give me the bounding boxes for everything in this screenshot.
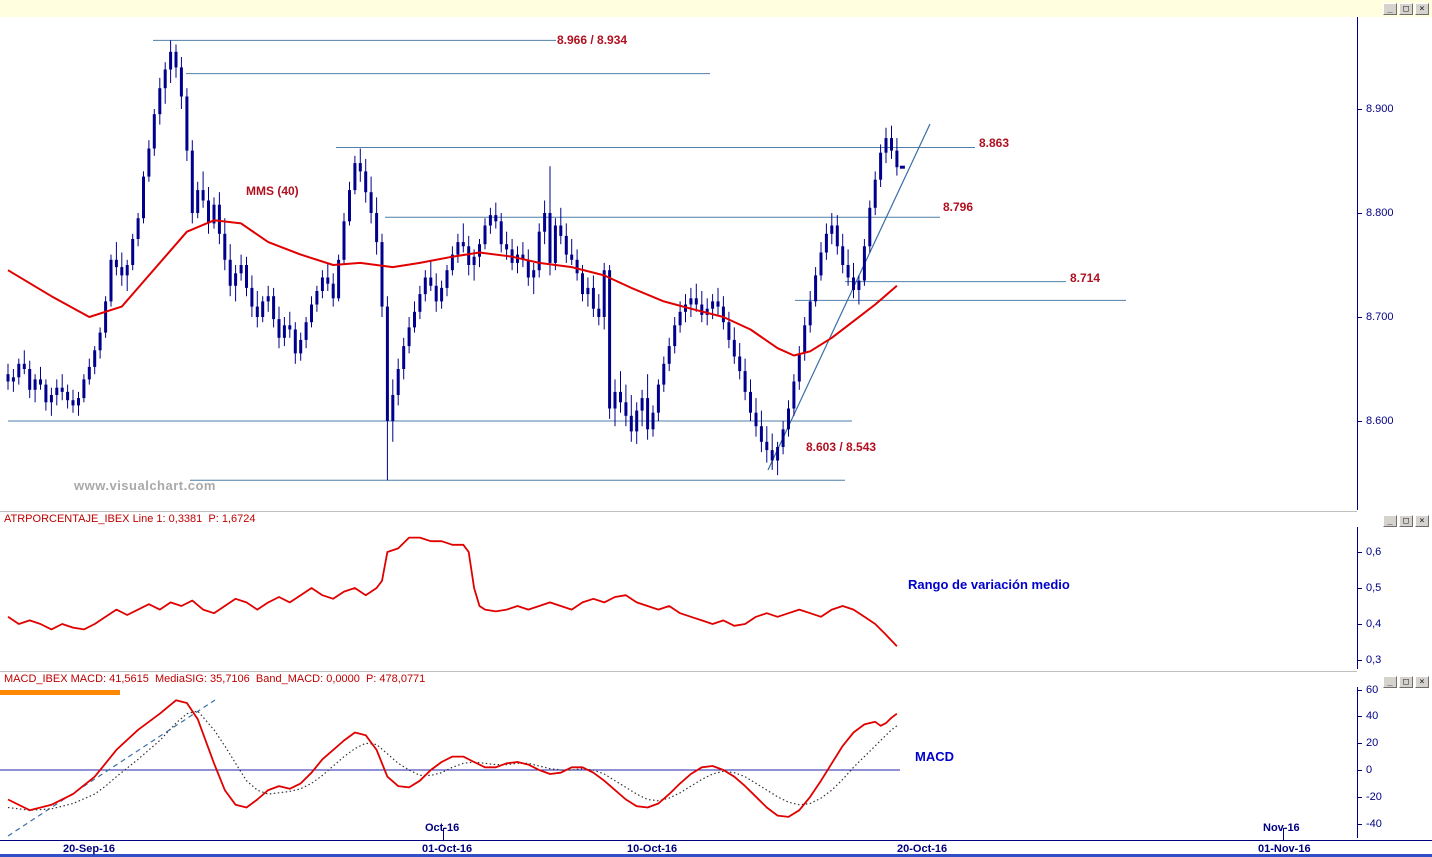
bottom-border bbox=[0, 854, 1432, 857]
close-icon[interactable]: × bbox=[1415, 676, 1429, 688]
close-icon[interactable]: × bbox=[1415, 515, 1429, 527]
macd-chart-canvas[interactable] bbox=[0, 686, 1357, 838]
price-axis-tick-label: 8.800 bbox=[1366, 207, 1394, 219]
price-axis-line bbox=[1357, 17, 1358, 510]
macd-axis-tick-label: 20 bbox=[1366, 737, 1379, 750]
atr-axis-tick-label: 0,4 bbox=[1366, 618, 1382, 630]
macd-indicator-header: MACD_IBEX MACD: 41,5615 MediaSIG: 35,710… bbox=[0, 671, 1357, 686]
time-axis-line bbox=[0, 840, 1432, 841]
atr-axis-tick-label: 0,6 bbox=[1366, 546, 1382, 558]
macd-axis-tick-label: 40 bbox=[1366, 710, 1379, 723]
window-title-bar[interactable]: .IBEX - IBEX 35 INDEX - 60 m Dif. %: 1,4… bbox=[0, 0, 1432, 17]
minimize-icon[interactable]: _ bbox=[1383, 676, 1397, 688]
macd-axis-tick-label: 60 bbox=[1366, 683, 1379, 696]
atr-axis-line bbox=[1357, 527, 1358, 669]
restore-icon[interactable]: □ bbox=[1399, 515, 1413, 527]
restore-icon[interactable]: □ bbox=[1399, 676, 1413, 688]
macd-axis-line bbox=[1357, 687, 1358, 838]
close-icon[interactable]: × bbox=[1415, 3, 1429, 15]
macd-axis-tick-label: -20 bbox=[1366, 790, 1382, 803]
atr-chart-canvas[interactable] bbox=[0, 526, 1357, 671]
atr-axis-tick-label: 0,5 bbox=[1366, 582, 1382, 594]
macd-axis-tick-label: -40 bbox=[1366, 817, 1382, 830]
minimize-icon[interactable]: _ bbox=[1383, 515, 1397, 527]
atr-indicator-header: ATRPORCENTAJE_IBEX Line 1: 0,3381 P: 1,6… bbox=[0, 511, 1357, 526]
restore-icon[interactable]: □ bbox=[1399, 3, 1413, 15]
price-axis-tick-label: 8.900 bbox=[1366, 103, 1394, 115]
macd-axis-tick-label: 0 bbox=[1366, 764, 1373, 776]
price-axis-tick-label: 8.700 bbox=[1366, 311, 1394, 323]
main-window-controls: _ □ × bbox=[1383, 3, 1429, 15]
atr-axis-tick-label: 0,3 bbox=[1366, 654, 1382, 666]
macd-window-controls: _ □ × bbox=[1383, 676, 1429, 688]
price-chart-canvas[interactable] bbox=[0, 17, 1357, 511]
minimize-icon[interactable]: _ bbox=[1383, 3, 1397, 15]
price-axis-tick-label: 8.600 bbox=[1366, 415, 1394, 427]
atr-window-controls: _ □ × bbox=[1383, 515, 1429, 527]
